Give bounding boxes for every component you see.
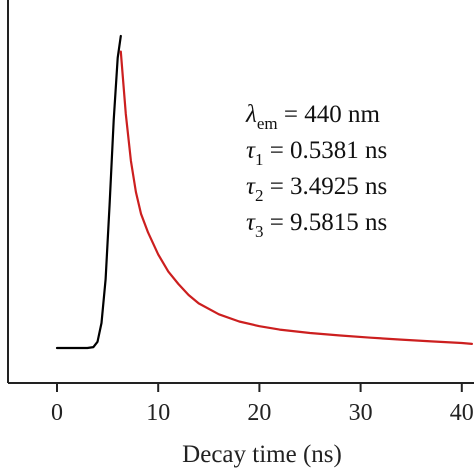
annotation-line-4: τ3 = 9.5815 ns	[246, 209, 387, 241]
series-layer	[55, 34, 473, 350]
annotation-line-1: λem = 440 nm	[245, 101, 380, 133]
annotation-line-3: τ2 = 3.4925 ns	[246, 173, 387, 205]
series-line-2	[119, 50, 473, 345]
annotation-block: λem = 440 nm τ1 = 0.5381 ns τ2 = 3.4925 ns…	[245, 101, 387, 241]
x-tick-label-30: 30	[349, 400, 373, 426]
x-tick-label-40: 40	[450, 400, 474, 426]
x-ticks	[56, 383, 463, 392]
x-tick-labels: 0 10 20 30 40	[51, 400, 474, 426]
axes	[7, 0, 474, 384]
x-tick-label-0: 0	[51, 400, 63, 426]
x-tick-label-10: 10	[146, 400, 170, 426]
x-axis-title: Decay time (ns)	[182, 441, 342, 468]
annotation-line-2: τ1 = 0.5381 ns	[246, 137, 387, 169]
series-line-1	[55, 34, 122, 350]
x-tick-label-20: 20	[247, 400, 271, 426]
